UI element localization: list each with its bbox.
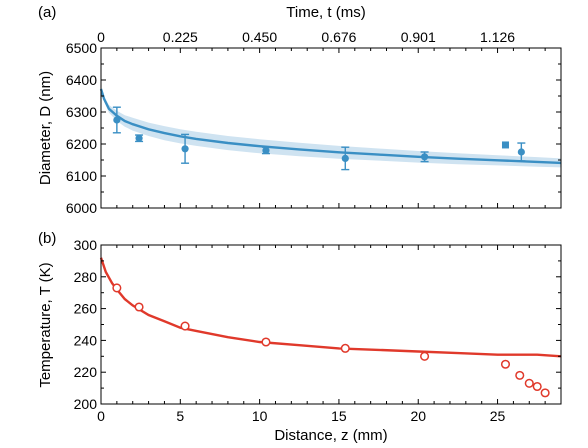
y-tick-label-b: 260 [74,301,98,317]
panel-a-label: (a) [38,4,56,21]
data-point [135,134,143,142]
data-point [532,381,542,392]
y-tick-label-a: 6400 [66,72,97,88]
x-tick-label-b: 20 [410,408,426,424]
top-tick-label: 0 [97,29,105,45]
x-tick-label-b: 5 [176,408,184,424]
data-point [420,153,429,161]
square-point [501,141,509,149]
top-ticks-a: 0 0.225 0.450 0.676 0.901 1.126 [97,29,546,53]
top-axis-label: Time, t (ms) [286,4,365,21]
y-tick-label-a: 6000 [66,200,97,216]
data-point [112,283,122,293]
data-point [524,378,534,388]
top-tick-label: 0.676 [321,29,356,45]
y-ticks-a: 6000 6100 6200 6300 6400 6500 [66,40,561,216]
panel-b: (b) 200 220 240 260 280 300 0 5 10 15 20 25 Temper… [37,230,562,444]
fit-a-layer [99,88,562,165]
confidence-band-a [101,89,561,168]
band-a-layer [101,89,561,168]
y-axis-label-b: Temperature, T (K) [37,262,54,387]
x-tick-label-b: 10 [252,408,268,424]
data-point [262,146,270,154]
bottom-ticks-a [100,203,546,208]
x-tick-label-b: 15 [331,408,347,424]
y-tick-label-b: 240 [74,332,98,348]
top-tick-label: 0.225 [163,29,198,45]
data-point [515,370,525,380]
y-ticks-b: 200 220 240 260 280 300 [74,237,561,412]
y-tick-label-a: 6500 [66,40,97,56]
top-tick-label: 0.450 [242,29,277,45]
data-point [134,302,144,312]
top-tick-label: 0.901 [401,29,436,45]
top-tick-label: 1.126 [480,29,515,45]
x-axis-label-b: Distance, z (mm) [274,427,387,444]
x-tick-label-b: 0 [97,408,105,424]
fit-line-a [99,88,562,165]
data-point [180,321,190,331]
panel-a: (a) Time, t (ms) 6000 6100 6200 6300 6400 650… [37,4,562,216]
x-tick-label-b: 25 [490,408,506,424]
y-tick-label-a: 6100 [66,168,97,184]
points-a-layer [112,106,526,171]
data-point [540,388,550,398]
x-ticks-b: 0 5 10 15 20 25 [97,245,546,424]
y-tick-label-b: 300 [74,237,98,253]
fit-b-layer [99,257,562,358]
data-point [113,116,121,124]
data-point [341,154,349,162]
y-tick-label-b: 220 [74,364,98,380]
data-point [500,359,511,369]
y-tick-label-b: 200 [74,396,98,412]
y-axis-label-a: Diameter, D (nm) [37,71,54,185]
y-tick-label-a: 6300 [66,104,97,120]
data-point [340,343,350,353]
data-point [181,145,189,153]
y-tick-label-b: 280 [74,269,98,285]
data-point [517,148,525,156]
data-point [420,351,430,361]
points-b-layer [112,283,550,398]
fit-line-b [99,257,562,358]
y-tick-label-a: 6200 [66,136,97,152]
data-point [261,337,271,347]
panel-b-label: (b) [38,230,56,247]
